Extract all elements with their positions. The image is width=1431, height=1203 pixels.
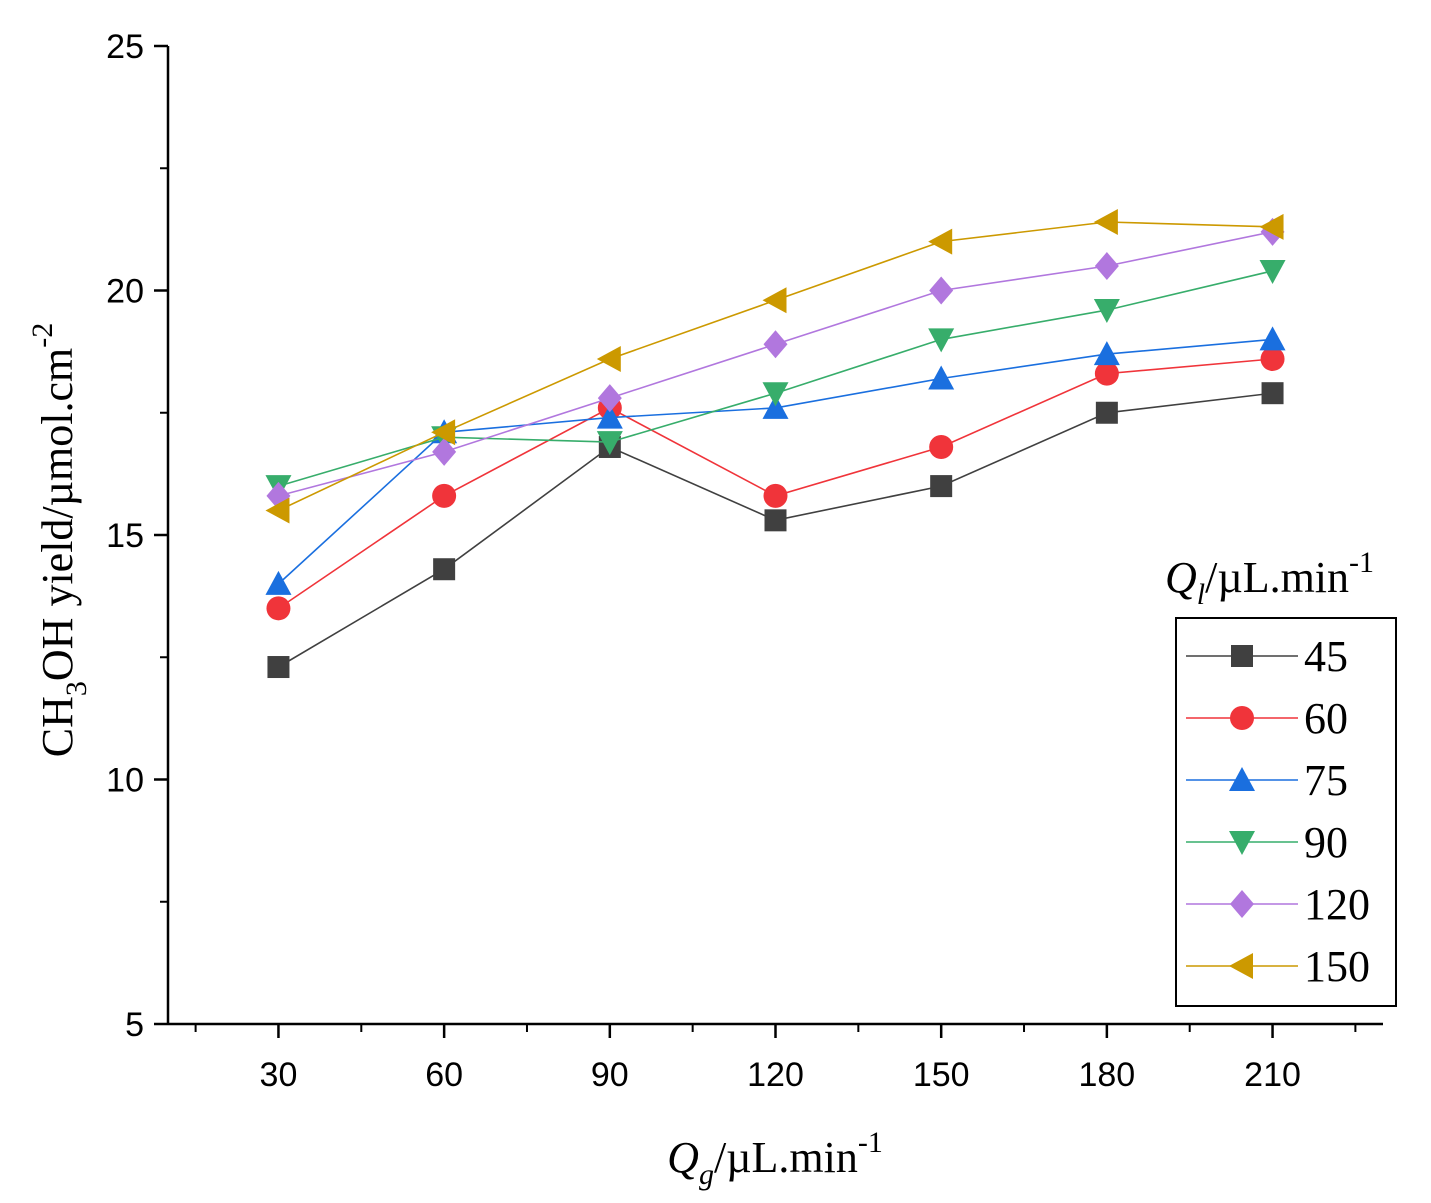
- data-point-75: [928, 365, 955, 390]
- data-point-120: [763, 330, 788, 359]
- legend-title: Ql/µL.min-1: [1165, 546, 1374, 611]
- data-point-45: [930, 475, 953, 498]
- x-tick-label: 60: [425, 1056, 463, 1094]
- legend-label-120: 120: [1304, 880, 1370, 929]
- data-point-60: [432, 483, 457, 508]
- plot-area: 5 10 15 20 25 30 60 90 120 150 180 210: [106, 28, 1383, 1094]
- data-point-90: [928, 328, 955, 353]
- data-point-150: [1093, 209, 1118, 236]
- data-point-120: [597, 384, 622, 413]
- data-point-150: [762, 287, 787, 314]
- data-point-45: [1261, 382, 1284, 405]
- data-point-60: [1260, 346, 1285, 371]
- x-tick-label: 210: [1244, 1056, 1301, 1094]
- x-tick-label: 30: [260, 1056, 298, 1094]
- y-tick-label: 25: [106, 28, 144, 66]
- y-axis-title: CH3OH yield/µmol.cm-2: [26, 323, 93, 757]
- data-point-60: [929, 434, 954, 459]
- series-line-75: [277, 338, 1273, 585]
- data-point-75: [762, 394, 789, 419]
- data-point-90: [762, 382, 789, 407]
- data-point-60: [1094, 361, 1119, 386]
- series-line-120: [278, 231, 1273, 497]
- data-point-150: [596, 345, 621, 372]
- data-point-120: [432, 437, 457, 466]
- legend-label-75: 75: [1304, 756, 1348, 805]
- legend-label-60: 60: [1304, 694, 1348, 743]
- legend-label-90: 90: [1304, 818, 1348, 867]
- y-tick-label: 20: [106, 273, 144, 311]
- series-line-150: [278, 221, 1273, 512]
- data-point-75: [1093, 341, 1120, 366]
- legend-marker-75: [1229, 767, 1255, 791]
- legend: 45 60 75 90 120 150: [1175, 617, 1397, 1007]
- legend-marker-60: [1230, 706, 1254, 730]
- legend-marker-45: [1231, 645, 1253, 667]
- legend-marker-150: [1229, 953, 1253, 979]
- legend-label-45: 45: [1304, 632, 1348, 681]
- y-tick-label: 10: [106, 762, 144, 800]
- data-point-75: [265, 570, 292, 595]
- x-axis-title: Qg/µL.min-1: [667, 1126, 883, 1191]
- x-tick-label: 90: [591, 1056, 629, 1094]
- data-point-60: [763, 483, 788, 508]
- data-point-45: [1095, 401, 1118, 424]
- data-point-90: [1259, 259, 1286, 284]
- y-tick-label: 5: [125, 1006, 144, 1044]
- data-point-120: [929, 276, 954, 305]
- data-point-90: [596, 431, 623, 456]
- data-point-45: [764, 509, 787, 532]
- legend-marker-90: [1229, 831, 1255, 855]
- legend-marker-120: [1230, 890, 1254, 918]
- data-point-75: [596, 404, 623, 429]
- data-point-150: [265, 497, 290, 524]
- data-point-150: [1259, 213, 1284, 240]
- x-tick-label: 180: [1078, 1056, 1135, 1094]
- legend-label-150: 150: [1304, 942, 1370, 991]
- data-point-150: [431, 419, 456, 446]
- data-point-120: [1094, 252, 1119, 281]
- x-tick-label: 120: [747, 1056, 804, 1094]
- data-point-45: [267, 656, 290, 679]
- y-tick-label: 15: [106, 517, 144, 555]
- data-point-60: [266, 596, 291, 621]
- legend-box: [1175, 617, 1397, 1007]
- data-point-75: [1259, 326, 1286, 351]
- data-point-45: [433, 558, 456, 581]
- data-point-150: [928, 228, 953, 255]
- data-point-90: [1093, 299, 1120, 324]
- x-tick-label: 150: [913, 1056, 970, 1094]
